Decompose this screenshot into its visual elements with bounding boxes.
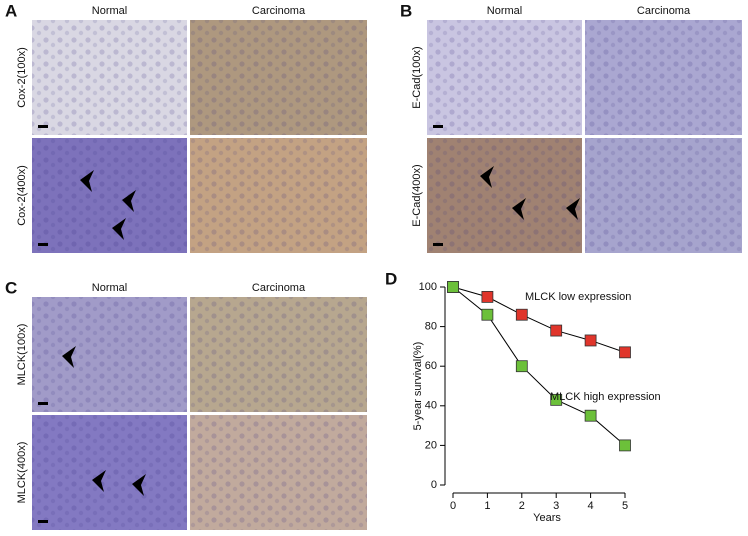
scale-bar bbox=[38, 125, 48, 128]
micrograph-texture bbox=[190, 297, 367, 412]
scale-bar bbox=[433, 243, 443, 246]
panel-label: D bbox=[385, 269, 397, 288]
y-tick-label: 80 bbox=[425, 321, 437, 333]
x-tick-label: 5 bbox=[622, 500, 628, 512]
data-point bbox=[550, 324, 563, 337]
micrograph-texture bbox=[190, 415, 367, 530]
panel-label: C bbox=[5, 278, 17, 297]
arrowhead bbox=[112, 218, 126, 240]
x-tick-label: 4 bbox=[588, 500, 594, 512]
data-point bbox=[550, 393, 563, 406]
x-tick-label: 0 bbox=[450, 500, 456, 512]
micrograph-texture bbox=[32, 20, 187, 135]
arrowhead bbox=[92, 470, 106, 492]
scale-bar bbox=[38, 402, 48, 405]
data-point bbox=[619, 439, 631, 452]
arrowhead bbox=[80, 170, 94, 192]
micrograph-texture bbox=[190, 20, 367, 135]
y-tick-label: 0 bbox=[431, 479, 437, 491]
data-point bbox=[447, 281, 459, 293]
arrowhead bbox=[512, 198, 526, 220]
x-tick-label: 2 bbox=[519, 500, 525, 512]
scale-bar bbox=[433, 125, 443, 128]
y-tick-label: 40 bbox=[425, 400, 437, 412]
column-header: Carcinoma bbox=[637, 5, 691, 17]
row-label: E-Cad(400x) bbox=[411, 164, 423, 226]
data-point bbox=[619, 346, 631, 359]
series-annotation: MLCK low expression bbox=[525, 291, 631, 303]
micrograph-texture bbox=[32, 415, 187, 530]
row-label: MLCK(400x) bbox=[16, 442, 28, 504]
column-header: Normal bbox=[487, 5, 522, 17]
column-header: Carcinoma bbox=[252, 282, 306, 294]
row-label: MLCK(100x) bbox=[16, 324, 28, 386]
x-axis-label: Years bbox=[533, 512, 561, 524]
data-point bbox=[584, 334, 597, 347]
column-header: Normal bbox=[92, 5, 127, 17]
row-label: Cox-2(100x) bbox=[16, 47, 28, 108]
micrograph-texture bbox=[427, 20, 582, 135]
data-point bbox=[515, 308, 528, 321]
micrograph-texture bbox=[585, 20, 742, 135]
row-label: E-Cad(100x) bbox=[411, 46, 423, 108]
micrograph-texture bbox=[190, 138, 367, 253]
micrograph-texture bbox=[32, 138, 187, 253]
y-tick-label: 20 bbox=[425, 439, 437, 451]
panel-label: B bbox=[400, 1, 412, 20]
x-tick-label: 3 bbox=[553, 500, 559, 512]
column-header: Carcinoma bbox=[252, 5, 306, 17]
column-header: Normal bbox=[92, 282, 127, 294]
data-point bbox=[584, 409, 597, 422]
y-tick-label: 60 bbox=[425, 360, 437, 372]
scale-bar bbox=[38, 520, 48, 523]
scale-bar bbox=[38, 243, 48, 246]
x-tick-label: 1 bbox=[484, 500, 490, 512]
data-point bbox=[481, 290, 494, 303]
panel-label: A bbox=[5, 1, 17, 20]
micrograph-texture bbox=[32, 297, 187, 412]
arrowhead bbox=[480, 166, 494, 188]
series-annotation: MLCK high expression bbox=[550, 391, 661, 403]
series-line bbox=[452, 286, 626, 446]
data-point bbox=[481, 308, 494, 321]
micrograph-texture bbox=[585, 138, 742, 253]
y-axis-label: 5-year survival(%) bbox=[412, 342, 424, 431]
arrowhead bbox=[122, 190, 136, 212]
data-point bbox=[515, 360, 528, 373]
micrograph-texture bbox=[427, 138, 582, 253]
y-tick-label: 100 bbox=[419, 281, 437, 293]
arrowhead bbox=[132, 474, 146, 496]
arrowhead bbox=[566, 198, 580, 220]
arrowhead bbox=[62, 346, 76, 368]
row-label: Cox-2(400x) bbox=[16, 165, 28, 226]
